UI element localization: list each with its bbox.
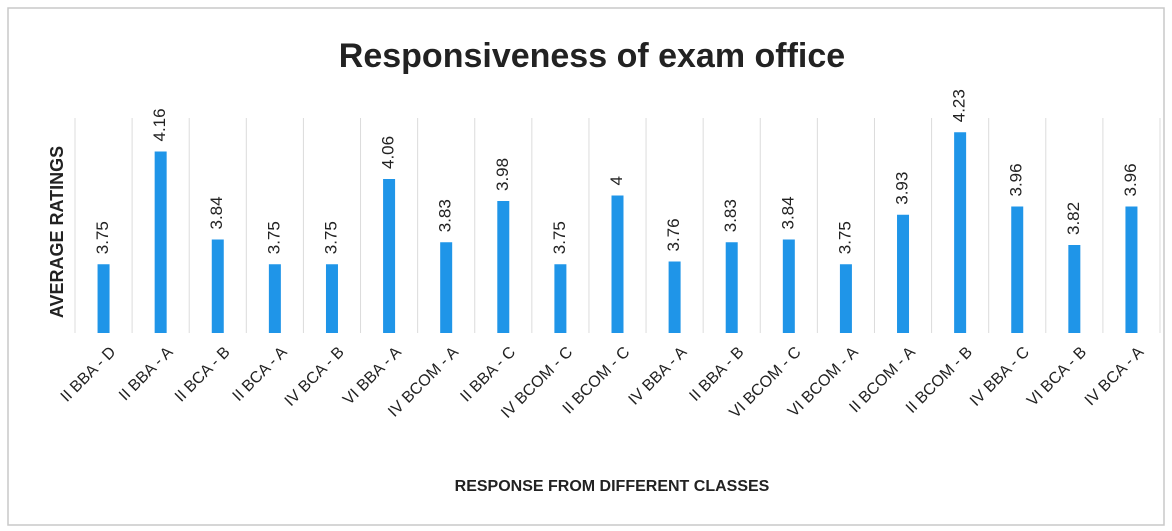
data-label: 3.96 — [1007, 163, 1026, 196]
data-label: 4.06 — [379, 136, 398, 169]
bar — [1125, 206, 1138, 333]
data-label: 3.84 — [778, 196, 797, 229]
data-label: 3.83 — [721, 199, 740, 232]
data-label: 3.98 — [493, 158, 512, 191]
chart-border — [7, 7, 1165, 526]
data-label: 3.93 — [893, 172, 912, 205]
data-label: 3.76 — [664, 218, 683, 251]
bar — [497, 201, 510, 333]
data-label: 3.96 — [1121, 163, 1140, 196]
bar — [554, 264, 567, 333]
bar — [1011, 206, 1024, 333]
data-label: 4.16 — [150, 108, 169, 141]
data-label: 4.23 — [950, 89, 969, 122]
bar — [154, 151, 167, 333]
bar — [954, 132, 967, 333]
bar — [611, 195, 624, 333]
x-axis-label: RESPONSE FROM DIFFERENT CLASSES — [455, 478, 770, 495]
bar — [839, 264, 852, 333]
bar — [782, 239, 795, 333]
bar — [97, 264, 110, 333]
data-label: 3.75 — [835, 221, 854, 254]
data-label: 3.75 — [264, 221, 283, 254]
data-label: 3.75 — [93, 221, 112, 254]
data-label: 3.75 — [321, 221, 340, 254]
bar — [725, 242, 738, 333]
data-label: 3.75 — [550, 221, 569, 254]
bar — [897, 214, 910, 333]
y-axis-label: AVERAGE RATINGS — [47, 146, 67, 318]
bar — [440, 242, 453, 333]
bar — [383, 179, 396, 333]
bar — [211, 239, 224, 333]
data-label: 3.84 — [207, 196, 226, 229]
bar — [325, 264, 338, 333]
bar — [1068, 245, 1081, 333]
bar — [668, 261, 681, 333]
chart-title: Responsiveness of exam office — [339, 37, 845, 75]
data-label: 4 — [607, 176, 626, 185]
data-label: 3.82 — [1064, 202, 1083, 235]
data-label: 3.83 — [436, 199, 455, 232]
bar — [268, 264, 281, 333]
